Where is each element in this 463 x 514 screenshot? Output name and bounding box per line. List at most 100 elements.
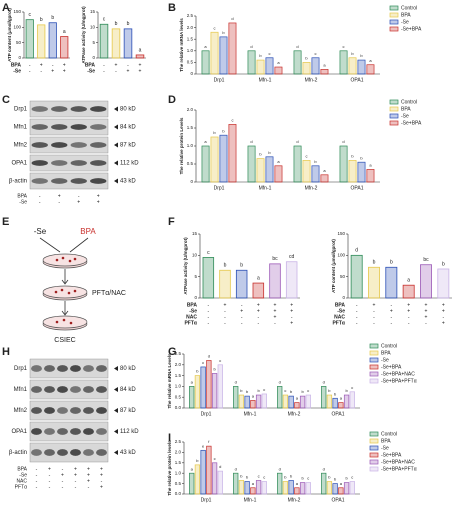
- row-sign: +: [58, 193, 61, 199]
- y-tick-label: 2.0: [187, 107, 194, 112]
- legend-swatch: [369, 445, 379, 451]
- row-sign: +: [290, 308, 293, 314]
- bar: [228, 124, 237, 183]
- bar: [320, 174, 329, 183]
- significance-letter: b: [257, 388, 260, 393]
- bar: [48, 22, 57, 59]
- protein-label: Mfn1: [14, 387, 28, 393]
- row-sign: -: [29, 62, 31, 68]
- significance-letter: b: [442, 261, 445, 267]
- blot-band: [83, 428, 94, 435]
- legend-label: -Se+BPA+PFTα: [381, 378, 417, 384]
- significance-letter: a: [340, 396, 343, 401]
- blot-band: [31, 365, 42, 372]
- significance-letter: e: [202, 443, 205, 448]
- significance-letter: b: [222, 128, 225, 133]
- diagram-input: -Se: [34, 227, 47, 236]
- blot-band: [90, 142, 107, 148]
- significance-letter: bc: [272, 256, 278, 262]
- bar: [250, 400, 256, 409]
- bar: [255, 480, 262, 495]
- blot-band: [96, 449, 107, 456]
- row-label: -Se: [19, 472, 27, 478]
- row-label: BPA: [85, 62, 96, 68]
- y-axis-label: The relative protein levels: [167, 440, 172, 496]
- row-sign: -: [291, 314, 293, 320]
- legend-label: -Se: [381, 357, 389, 363]
- bar: [338, 487, 344, 495]
- significance-letter: b: [351, 153, 354, 158]
- legend-label: -Se+BPA: [401, 26, 422, 32]
- significance-letter: c: [214, 25, 216, 30]
- significance-letter: c: [103, 17, 106, 23]
- blot-band: [31, 142, 48, 148]
- bar: [294, 487, 300, 495]
- significance-letter: b: [213, 130, 216, 135]
- size-label: 43 kD: [120, 450, 136, 456]
- significance-letter: a: [369, 162, 372, 167]
- row-label: -Se: [13, 68, 21, 74]
- y-tick-label: 1.0: [187, 48, 194, 53]
- row-sign: -: [115, 68, 117, 74]
- legend-label: -Se+BPA+PFTα: [381, 466, 417, 472]
- row-sign: +: [74, 472, 77, 478]
- x-tick-label: Drp1: [201, 497, 212, 503]
- significance-letter: a: [323, 168, 326, 173]
- y-tick-label: 15: [192, 231, 198, 236]
- row-sign: +: [274, 308, 277, 314]
- bar: [217, 364, 223, 409]
- y-tick-label: 50: [16, 40, 22, 45]
- bar: [385, 266, 398, 299]
- significance-letter: b: [213, 367, 216, 372]
- row-sign: -: [390, 314, 392, 320]
- significance-letter: c: [214, 456, 216, 461]
- significance-letter: b: [301, 476, 304, 481]
- legend-swatch: [369, 357, 379, 363]
- significance-letter: c: [219, 358, 221, 363]
- x-tick-label: Drp1: [214, 77, 225, 83]
- protein-label: OPA1: [11, 161, 27, 167]
- significance-letter: b: [240, 263, 243, 269]
- row-label: -Se: [189, 308, 197, 314]
- significance-letter: d: [323, 379, 325, 384]
- arrow-marker: [114, 178, 118, 184]
- bar: [282, 481, 289, 495]
- protein-label: Mfn2: [14, 408, 28, 414]
- significance-letter: c: [231, 117, 233, 122]
- y-tick-label: 2.0: [175, 362, 182, 367]
- row-sign: +: [97, 199, 100, 205]
- blot-strip: [29, 154, 109, 172]
- legend-label: -Se+BPA: [401, 120, 422, 126]
- significance-letter: b: [196, 369, 199, 374]
- blot-band: [70, 160, 87, 166]
- size-label: 87 kD: [120, 143, 136, 149]
- blot-band: [31, 124, 48, 130]
- row-sign: -: [36, 472, 38, 478]
- blot-band: [83, 365, 94, 372]
- significance-letter: d: [208, 354, 210, 359]
- arrow-marker: [114, 408, 118, 413]
- significance-letter: d: [250, 139, 252, 144]
- bar: [255, 394, 262, 409]
- row-label: -Se: [19, 199, 27, 205]
- row-sign: -: [40, 68, 42, 74]
- row-sign: -: [101, 478, 103, 484]
- significance-letter: bc: [423, 257, 429, 263]
- row-sign: +: [87, 466, 90, 472]
- significance-letter: b: [246, 475, 249, 480]
- row-sign: -: [390, 320, 392, 326]
- blot-band: [96, 386, 107, 393]
- y-axis-label: ATPase activity (U/mgprot): [81, 6, 86, 64]
- bar: [37, 24, 46, 59]
- bar: [366, 169, 375, 183]
- size-label: 80 kD: [120, 366, 136, 372]
- blot-band: [31, 449, 42, 456]
- row-sign: -: [78, 193, 80, 199]
- row-sign: +: [74, 466, 77, 472]
- bar: [274, 165, 283, 183]
- bar: [206, 360, 212, 409]
- y-tick-label: 0.5: [175, 481, 182, 486]
- bar: [288, 395, 294, 409]
- significance-letter: b: [345, 476, 348, 481]
- y-tick-label: 2.5: [175, 351, 182, 356]
